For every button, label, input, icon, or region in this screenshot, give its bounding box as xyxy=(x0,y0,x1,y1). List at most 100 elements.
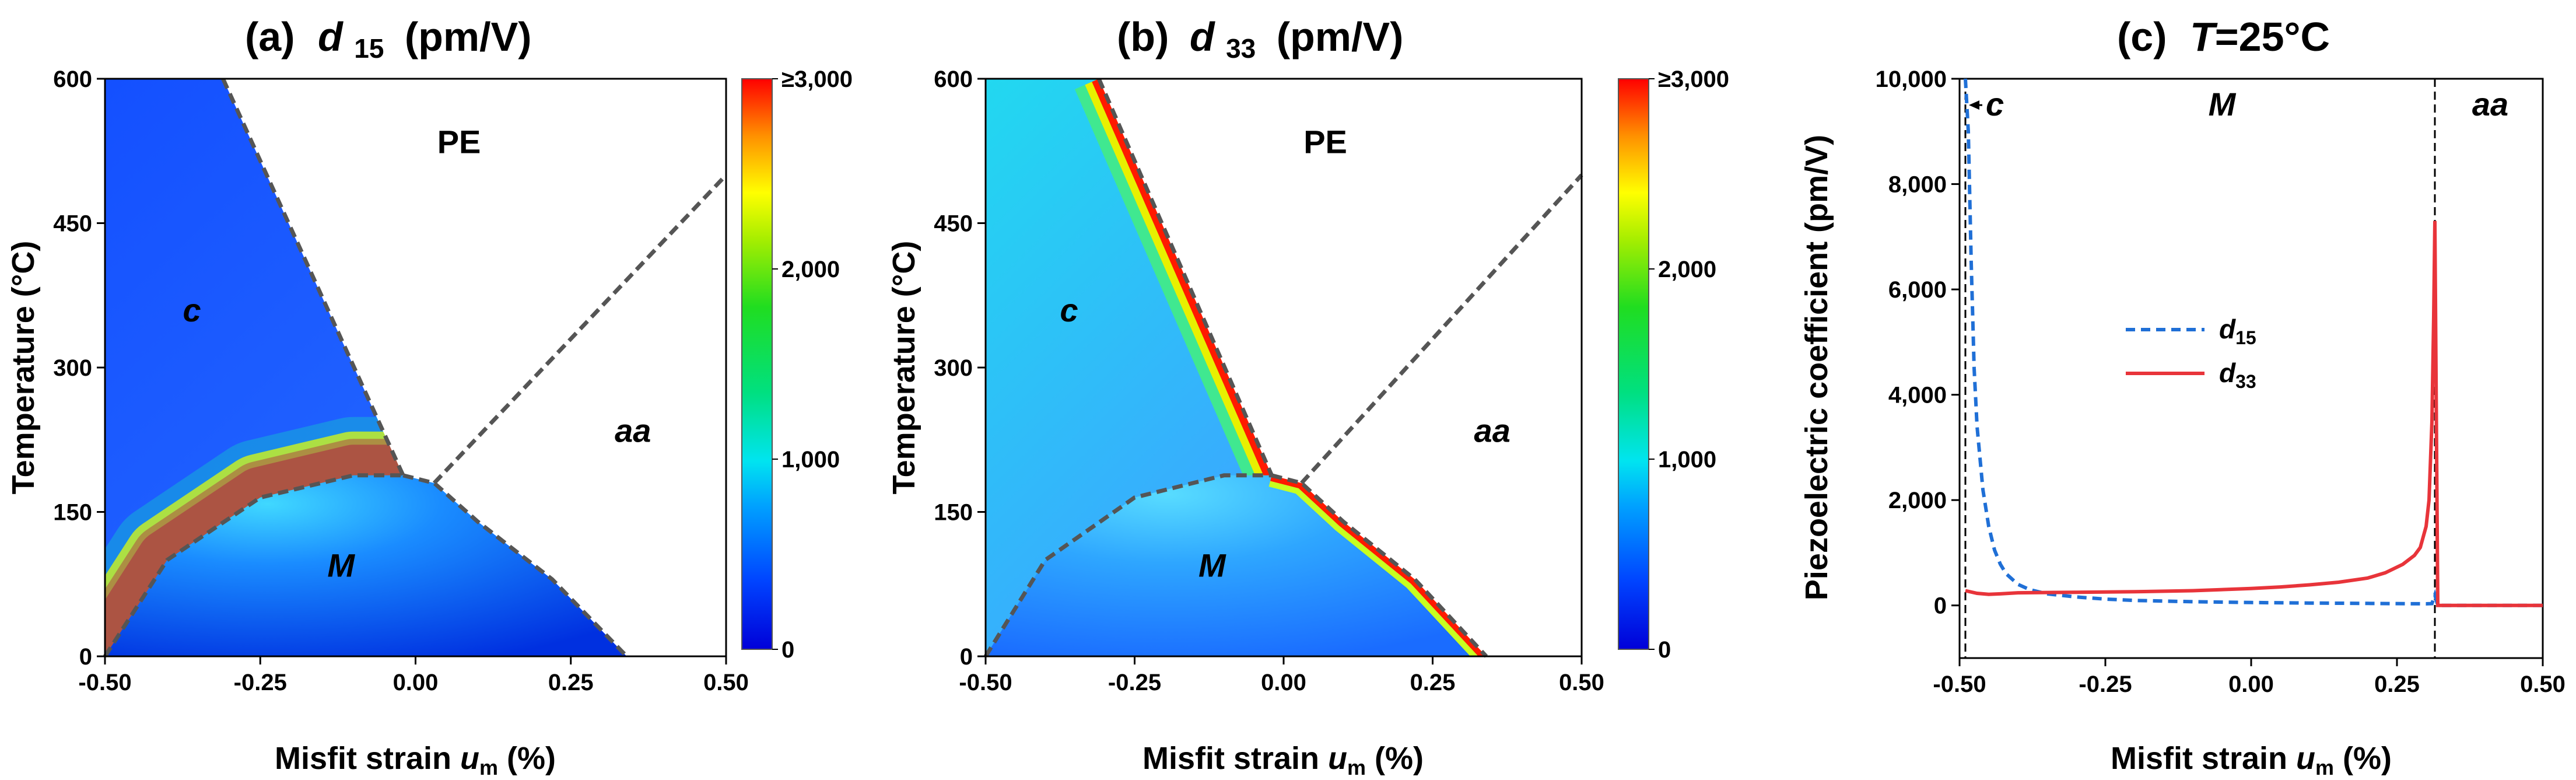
panel-c-legend-d15: d15 xyxy=(2219,314,2256,348)
panel-c-xtick-label: -0.25 xyxy=(2079,671,2132,697)
panel-c-xtick-label: -0.50 xyxy=(1933,671,1986,697)
panel-b-label-aa: aa xyxy=(1474,412,1510,449)
panel-b-label-pe: PE xyxy=(1303,123,1347,160)
panel-c-xtick-label: 0.25 xyxy=(2374,671,2420,697)
panel-a-phase-boundaries xyxy=(103,78,728,658)
panel-a-m-region xyxy=(105,475,627,656)
panel-a-xtick-label: 0.00 xyxy=(393,670,439,695)
panel-c-xtick-label: 0.00 xyxy=(2228,671,2274,697)
panel-b-title-sub: 33 xyxy=(1226,33,1256,64)
panel-c-legend-d33: d33 xyxy=(2219,358,2256,392)
panel-b-xtick-label: 0.00 xyxy=(1261,670,1306,695)
panel-a-colorbar-label: 2,000 xyxy=(781,257,840,282)
panel-b-colorbar xyxy=(1618,78,1649,650)
panel-a: (a) d 15 (pm/V) -0.50 -0.25 0.00 0.25 0.50 0 1… xyxy=(6,14,853,779)
panel-b-ytick-label: 600 xyxy=(934,67,973,92)
panel-b-colorbar-label: 0 xyxy=(1658,637,1671,663)
panel-b-pe-region-mask2 xyxy=(1099,79,1582,656)
panel-a-ytick-label: 300 xyxy=(53,355,92,381)
panel-b-phase-boundaries xyxy=(984,78,1583,658)
panel-b-boundary-aa-pe xyxy=(1300,173,1583,485)
panel-a-ytick-label: 0 xyxy=(79,644,92,670)
panel-a-colorbar xyxy=(741,78,773,650)
panel-c-c-arrowhead xyxy=(1969,100,1979,110)
panel-b-ytick-label: 150 xyxy=(934,500,973,526)
panel-a-title-sub: 15 xyxy=(354,33,384,64)
panel-b-m-region xyxy=(986,475,1487,656)
panel-c-ytick-label: 2,000 xyxy=(1888,488,1947,513)
panel-a-axes: -0.50 -0.25 0.00 0.25 0.50 0 150 300 450 600 xyxy=(53,67,749,695)
panel-b-heatmap xyxy=(986,79,1582,656)
panel-c-xlabel: Misfit strain um (%) xyxy=(2111,741,2392,779)
panel-a-ytick-label: 150 xyxy=(53,500,92,526)
panel-a-title-symbol: d xyxy=(318,14,344,60)
panel-b-xtick-label: 0.50 xyxy=(1559,670,1604,695)
panel-b-title-prefix: (b) xyxy=(1117,14,1169,60)
panel-c-title-rest: =25°C xyxy=(2215,14,2330,60)
panel-b-boundary-c-pe xyxy=(1096,78,1274,477)
panel-b-xlabel-main: Misfit strain xyxy=(1142,741,1328,776)
panel-c-ytick-label: 10,000 xyxy=(1876,67,1947,92)
panel-a-boundary-m-pe xyxy=(402,473,629,658)
panel-a-boundary-aa-pe xyxy=(432,173,728,485)
panel-b-xtick-label: -0.25 xyxy=(1108,670,1161,695)
panel-a-title-suffix: (pm/V) xyxy=(405,14,532,60)
panel-b-xlabel-unit: (%) xyxy=(1366,741,1424,776)
panel-b-xtick-label: 0.25 xyxy=(1410,670,1456,695)
panel-b-colorbar-label: 1,000 xyxy=(1658,447,1716,473)
panel-b-xlabel-symbol: u xyxy=(1328,741,1347,776)
panel-c-legend: d15 d33 xyxy=(2126,314,2256,392)
panel-b-ytick-label: 450 xyxy=(934,211,973,237)
panel-c-ytick-label: 8,000 xyxy=(1888,172,1947,198)
panel-c-title-symbol: T xyxy=(2190,14,2218,60)
panel-a-title-prefix: (a) xyxy=(245,14,295,60)
panel-b-axes: -0.50 -0.25 0.00 0.25 0.50 0 150 300 450 600 xyxy=(934,67,1604,695)
panel-b: (b) d 33 (pm/V) -0.50 -0.25 0.00 0.25 0.50 0 1… xyxy=(886,14,1729,779)
panel-b-boundary-c-m xyxy=(984,473,1272,657)
panel-a-title: (a) d 15 (pm/V) xyxy=(245,14,532,67)
panel-a-xlabel-sub: m xyxy=(479,755,498,779)
panel-b-colorbar-label: ≥3,000 xyxy=(1658,67,1729,92)
panel-c-series-d33 xyxy=(1965,221,2543,607)
panel-a-colorbar-label: 0 xyxy=(781,637,794,663)
panel-b-ytick-label: 0 xyxy=(960,644,973,670)
panel-c-legend-d15-sub: 15 xyxy=(2235,327,2256,348)
panel-a-heatmap xyxy=(105,79,726,656)
panel-b-xtick-label: -0.50 xyxy=(959,670,1012,695)
panel-c-title-prefix: (c) xyxy=(2117,14,2167,60)
panel-b-ylabel: Temperature (°C) xyxy=(886,241,921,495)
panel-c-legend-d15-symbol: d xyxy=(2219,314,2236,344)
panel-a-xtick-label: 0.25 xyxy=(548,670,594,695)
panel-b-title-suffix: (pm/V) xyxy=(1277,14,1404,60)
panel-b-ytick-label: 300 xyxy=(934,355,973,381)
panel-a-colorbar-label: 1,000 xyxy=(781,447,840,473)
panel-c-xtick-label: 0.50 xyxy=(2520,671,2566,697)
panel-c-label-c: c xyxy=(1986,86,2004,123)
panel-a-boundary-c-pe xyxy=(221,78,405,477)
panel-a-colorbar-label: ≥3,000 xyxy=(781,67,853,92)
panel-c-series-d15 xyxy=(1964,79,2543,607)
panel-c-ytick-label: 0 xyxy=(1934,593,1947,619)
panel-c-title: (c) T=25°C xyxy=(2117,14,2330,60)
panel-a-label-m: M xyxy=(327,547,355,583)
panel-a-xlabel-symbol: u xyxy=(460,741,479,776)
panel-a-xlabel: Misfit strain um (%) xyxy=(275,741,556,779)
panel-c-legend-d33-sub: 33 xyxy=(2235,371,2256,392)
panel-c: (c) T=25°C -0.50 -0.25 0.00 0.25 0.50 0 2,000 4… xyxy=(1799,14,2566,779)
panel-c-ytick-label: 4,000 xyxy=(1888,383,1947,408)
panel-c-xlabel-symbol: u xyxy=(2296,741,2315,776)
panel-a-colorbar-ticks: 0 1,000 2,000 ≥3,000 xyxy=(772,67,853,663)
panel-c-label-m: M xyxy=(2209,86,2237,123)
panel-c-xlabel-sub: m xyxy=(2315,755,2334,779)
panel-c-xlabel-unit: (%) xyxy=(2334,741,2392,776)
panel-b-label-c: c xyxy=(1060,292,1078,328)
panel-c-legend-d33-symbol: d xyxy=(2219,358,2236,388)
panel-b-xlabel: Misfit strain um (%) xyxy=(1142,741,1424,779)
panel-c-ylabel: Piezoelectric coefficient (pm/V) xyxy=(1799,135,1834,600)
panel-b-colorbar-ticks: 0 1,000 2,000 ≥3,000 xyxy=(1649,67,1729,663)
panel-b-colorbar-label: 2,000 xyxy=(1658,257,1716,282)
panel-a-xtick-label: -0.50 xyxy=(78,670,131,695)
panel-c-axes: -0.50 -0.25 0.00 0.25 0.50 0 2,000 4,000 6,000 8,… xyxy=(1876,67,2566,697)
panel-b-boundary-m-pe xyxy=(1271,473,1488,658)
